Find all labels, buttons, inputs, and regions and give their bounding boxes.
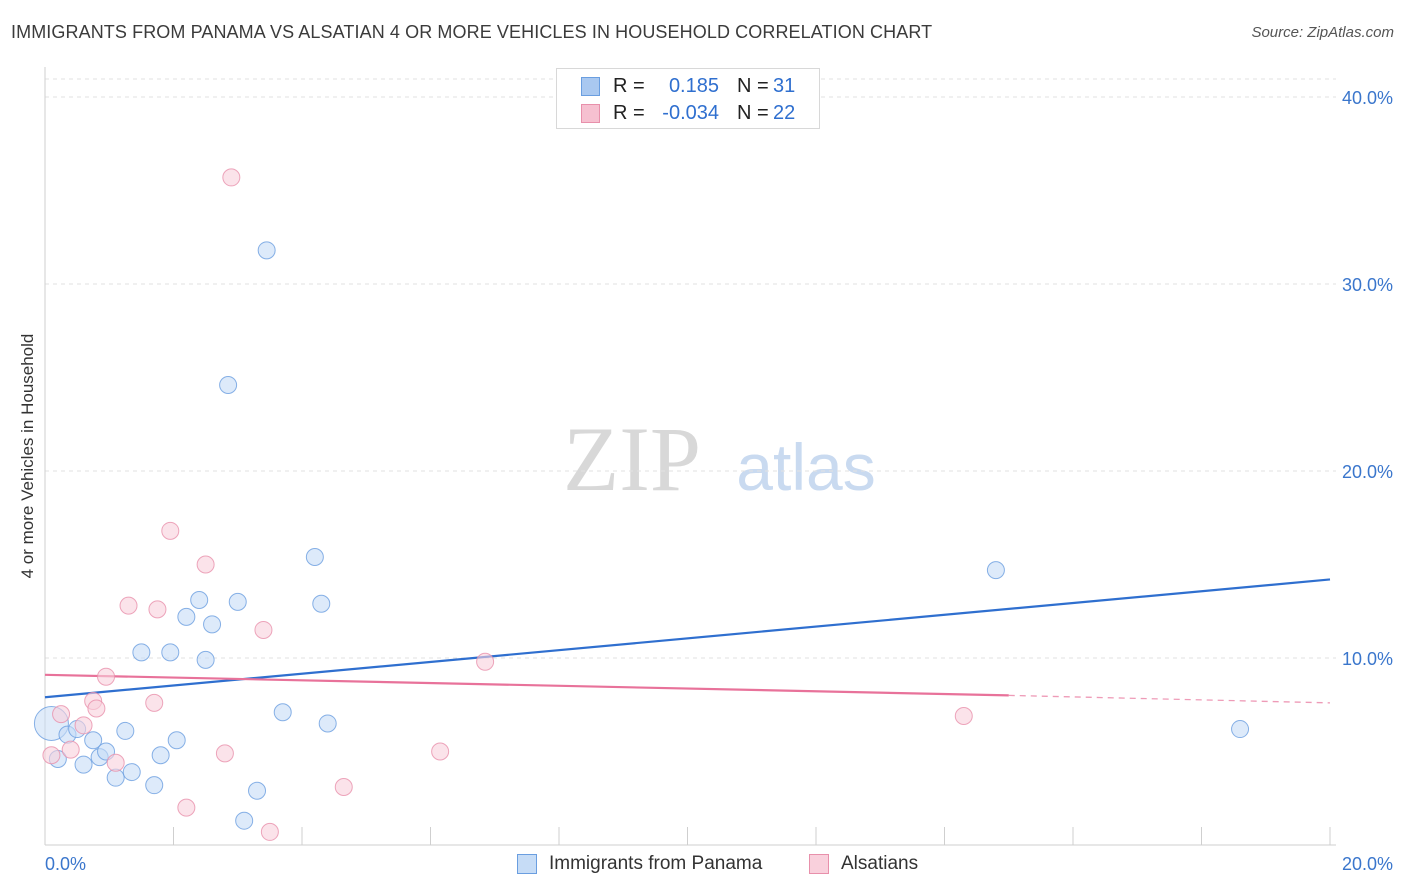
data-point — [116, 721, 135, 740]
stats-n-label: N = — [737, 102, 769, 124]
legend-swatch-panama — [517, 854, 537, 874]
watermark: ZIP atlas — [563, 408, 876, 510]
data-point — [248, 781, 267, 800]
data-point — [334, 778, 353, 797]
data-point — [84, 731, 103, 750]
trend-line-dashed — [1008, 694, 1331, 704]
data-point — [148, 600, 167, 619]
data-point — [87, 699, 106, 718]
y-tick-label: 30.0% — [1342, 275, 1393, 295]
stats-row-alsatians: R = -0.034 N = 22 — [557, 101, 821, 125]
data-point — [273, 703, 292, 722]
data-point — [132, 643, 151, 662]
data-point — [222, 168, 241, 187]
data-point — [196, 555, 215, 574]
stats-swatch-alsatians — [581, 104, 600, 123]
data-point — [74, 716, 93, 735]
trend-line — [44, 578, 1331, 699]
data-point — [312, 594, 331, 613]
x-tick-label: 0.0% — [45, 854, 86, 874]
data-point — [177, 607, 196, 626]
data-point — [52, 705, 71, 724]
trend-line — [44, 673, 1009, 697]
data-point — [161, 521, 180, 540]
watermark-zip: ZIP — [563, 408, 701, 510]
stats-n-label: N = — [737, 75, 769, 97]
data-point — [431, 742, 450, 761]
data-point — [476, 652, 495, 671]
data-point — [986, 561, 1005, 580]
data-point — [254, 620, 273, 639]
data-point — [122, 763, 141, 782]
data-point — [42, 746, 61, 765]
stats-r-value: -0.034 — [662, 102, 719, 124]
stats-box: R = 0.185 N = 31 R = -0.034 N = 22 — [556, 68, 820, 129]
data-point — [305, 548, 324, 567]
source-label: Source: ZipAtlas.com — [1251, 24, 1394, 41]
data-point — [215, 744, 234, 763]
data-point — [74, 755, 93, 774]
data-point — [161, 643, 180, 662]
y-tick-label: 40.0% — [1342, 88, 1393, 108]
data-point — [119, 596, 138, 615]
data-point — [151, 746, 170, 765]
stats-n-value: 31 — [773, 75, 796, 97]
stats-swatch-panama — [581, 77, 600, 96]
data-point — [1231, 720, 1250, 739]
legend-swatch-alsatians — [809, 854, 829, 874]
stats-n-value: 22 — [773, 102, 796, 124]
data-point — [196, 650, 215, 669]
data-point — [203, 615, 222, 634]
stats-r-label: R = — [613, 102, 645, 124]
y-tick-label: 20.0% — [1342, 462, 1393, 482]
data-point — [318, 714, 337, 733]
watermark-atlas: atlas — [736, 430, 875, 504]
x-tick-label: 20.0% — [1342, 854, 1393, 874]
data-point — [228, 592, 247, 611]
data-point — [106, 768, 125, 787]
data-point — [235, 811, 254, 830]
data-point — [145, 776, 164, 795]
legend-label: Alsatians — [841, 853, 919, 874]
data-point — [61, 740, 80, 759]
stats-r-value: 0.185 — [668, 75, 719, 97]
legend-label: Immigrants from Panama — [549, 853, 763, 874]
data-point — [145, 693, 164, 712]
data-point — [954, 706, 973, 725]
legend: Immigrants from Panama Alsatians — [0, 851, 1406, 877]
data-point — [177, 798, 196, 817]
data-point — [167, 731, 186, 750]
data-point — [97, 667, 116, 686]
stats-row-panama: R = 0.185 N = 31 — [557, 74, 821, 98]
y-tick-label: 10.0% — [1342, 649, 1393, 669]
data-point — [219, 375, 238, 394]
data-point — [260, 822, 279, 841]
chart-title: IMMIGRANTS FROM PANAMA VS ALSATIAN 4 OR … — [11, 22, 933, 42]
data-point — [257, 241, 276, 260]
stats-r-label: R = — [613, 75, 645, 97]
data-point — [190, 591, 209, 610]
data-point — [106, 753, 125, 772]
